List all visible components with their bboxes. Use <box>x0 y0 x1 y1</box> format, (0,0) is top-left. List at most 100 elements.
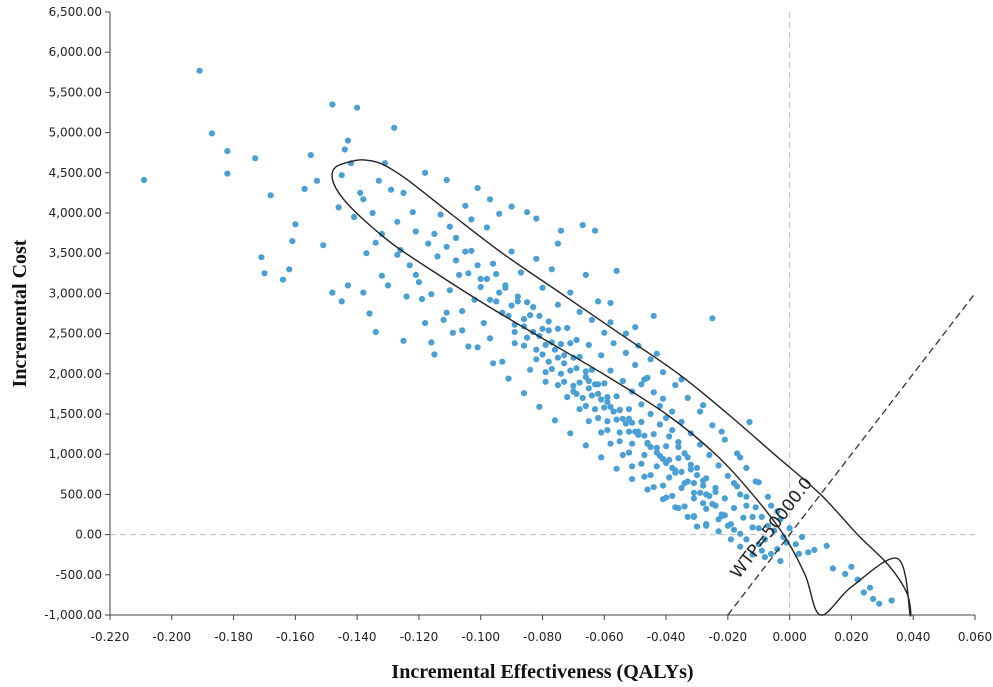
data-point <box>388 186 395 193</box>
data-point <box>459 327 466 334</box>
data-point <box>486 335 494 342</box>
data-point <box>431 351 438 358</box>
data-point <box>428 291 435 298</box>
data-point <box>746 418 753 426</box>
data-point <box>598 454 605 461</box>
data-point <box>394 218 401 225</box>
data-point <box>724 522 732 529</box>
data-point <box>768 502 775 509</box>
data-point <box>341 146 348 153</box>
data-point <box>700 477 707 484</box>
data-point <box>524 209 531 216</box>
data-point <box>712 502 719 509</box>
data-point <box>604 394 611 401</box>
data-point <box>400 189 407 196</box>
data-point <box>647 472 654 479</box>
data-point <box>632 361 639 369</box>
data-point <box>354 104 361 111</box>
confidence-ellipse <box>331 159 912 617</box>
data-point <box>641 432 648 439</box>
data-point <box>715 528 722 535</box>
data-point <box>829 565 837 572</box>
data-point <box>394 251 401 258</box>
data-point <box>610 340 617 347</box>
data-point <box>344 137 351 144</box>
data-point <box>650 484 657 491</box>
data-point <box>598 429 605 436</box>
data-point <box>700 500 707 507</box>
data-point <box>545 327 552 334</box>
data-point <box>582 271 589 278</box>
x-tick-label: -0.040 <box>647 630 686 644</box>
x-tick-label: 0.000 <box>772 630 806 644</box>
data-point <box>533 215 540 222</box>
data-point <box>622 420 630 427</box>
data-point <box>564 394 571 401</box>
data-point <box>573 336 580 344</box>
data-point <box>591 227 599 234</box>
data-point <box>443 309 450 316</box>
data-point <box>625 428 633 435</box>
axes: -1,000.00 -500.00 0.00 500.00 1,000.00 1,500.… <box>44 5 992 644</box>
data-point <box>465 343 472 350</box>
data-point <box>224 148 231 155</box>
data-point <box>647 410 654 418</box>
data-point <box>585 385 592 392</box>
data-point <box>557 227 565 234</box>
data-point <box>446 287 453 294</box>
x-tick-label: -0.020 <box>709 630 748 644</box>
data-point <box>622 330 630 337</box>
data-point <box>536 312 543 319</box>
data-point <box>632 428 639 435</box>
data-point <box>607 299 614 307</box>
data-point <box>619 377 626 385</box>
data-point <box>582 368 589 375</box>
data-point <box>653 444 660 451</box>
data-point <box>508 203 515 210</box>
data-point <box>672 504 679 511</box>
data-point <box>496 210 503 217</box>
data-point <box>755 525 762 532</box>
data-point <box>619 415 626 422</box>
data-point <box>659 395 667 402</box>
data-point <box>378 230 385 237</box>
data-point <box>375 177 382 184</box>
x-tick-label: -0.220 <box>91 630 130 644</box>
data-point <box>638 418 645 426</box>
data-point <box>542 369 549 376</box>
data-point <box>715 462 722 469</box>
data-point <box>727 536 735 543</box>
data-point <box>573 390 580 397</box>
data-point <box>638 401 645 408</box>
data-point <box>514 293 521 300</box>
data-point <box>363 250 370 257</box>
data-point <box>508 302 515 309</box>
data-point <box>505 375 512 382</box>
data-point <box>598 396 605 403</box>
data-point <box>743 536 750 543</box>
y-tick-label: 1,500.00 <box>49 407 102 421</box>
x-tick-label: -0.160 <box>276 630 315 644</box>
data-point <box>554 354 562 361</box>
x-axis-ticks: -0.220 -0.200 -0.180 -0.160 -0.140 -0.120 -0.1… <box>91 615 992 644</box>
data-point <box>452 257 460 264</box>
data-point <box>743 493 750 500</box>
data-point <box>591 406 599 413</box>
data-point <box>474 262 481 269</box>
data-point <box>357 189 364 196</box>
data-point <box>428 339 435 346</box>
data-point <box>629 463 636 470</box>
data-point <box>613 416 620 423</box>
data-point <box>604 427 611 434</box>
data-point <box>301 185 308 192</box>
data-point <box>545 318 552 325</box>
data-point <box>780 533 787 541</box>
data-point <box>700 402 707 409</box>
data-point <box>656 402 664 410</box>
data-point <box>551 417 559 424</box>
data-point <box>656 452 664 459</box>
data-point <box>771 527 778 534</box>
data-point <box>675 439 682 446</box>
y-tick-label: 2,500.00 <box>49 327 102 341</box>
